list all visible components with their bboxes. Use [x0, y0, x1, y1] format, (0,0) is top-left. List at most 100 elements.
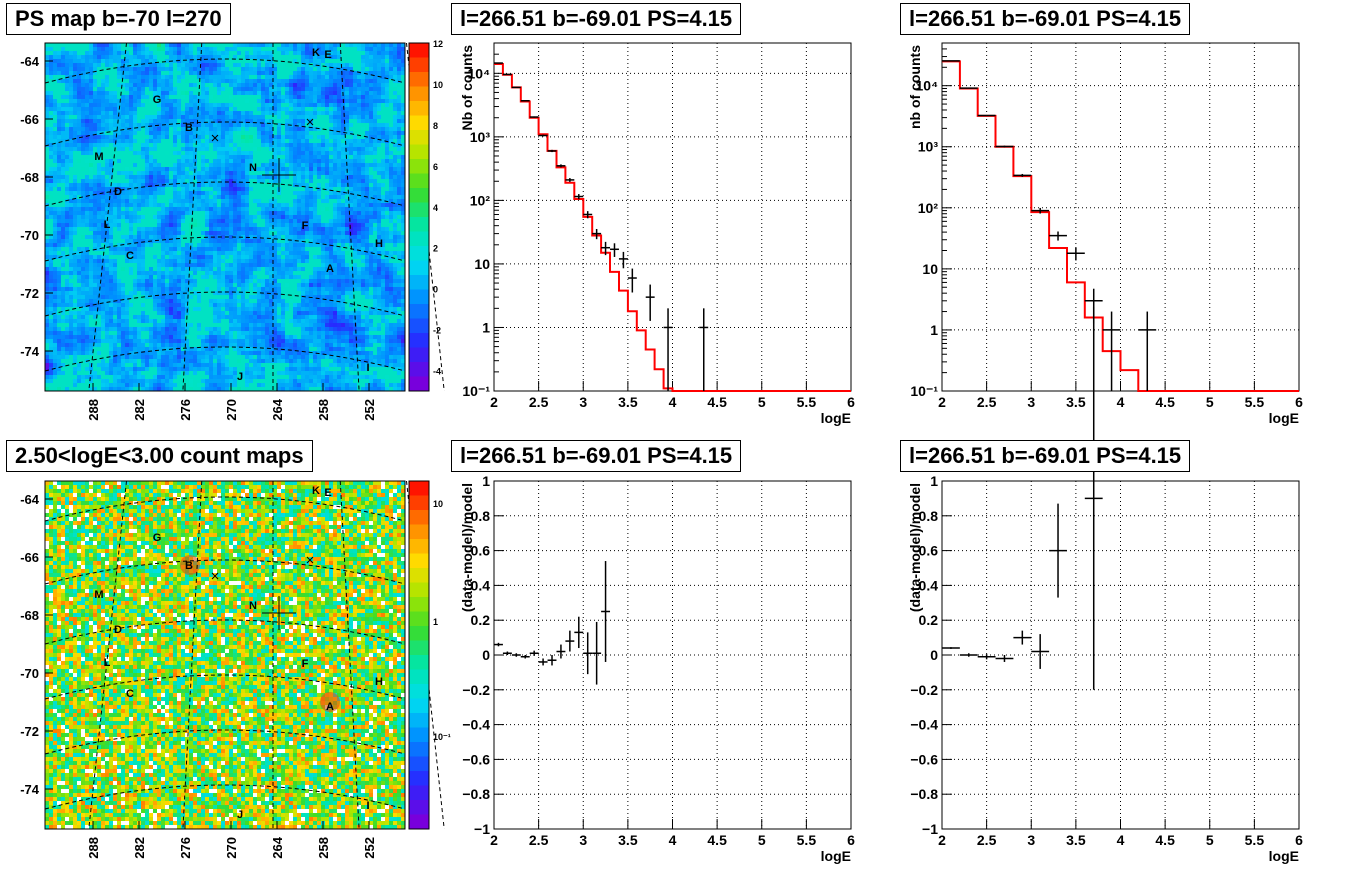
map-pixel	[329, 119, 334, 124]
map-pixel	[81, 167, 86, 172]
map-pixel	[45, 115, 50, 120]
map-pixel	[145, 223, 150, 228]
map-pixel	[281, 147, 286, 152]
map-pixel	[401, 223, 406, 228]
map-pixel	[361, 115, 366, 120]
map-pixel	[197, 43, 202, 48]
map-pixel	[301, 75, 306, 80]
map-pixel	[173, 55, 178, 60]
map-pixel	[397, 123, 402, 128]
map-pixel	[49, 115, 54, 120]
map-pixel	[149, 235, 154, 240]
map-pixel	[233, 115, 238, 120]
map-pixel	[97, 251, 102, 256]
map-pixel	[237, 71, 242, 76]
map-pixel	[293, 259, 298, 264]
map-pixel	[117, 59, 122, 64]
map-pixel	[277, 99, 282, 104]
map-pixel	[229, 115, 234, 120]
map-pixel	[401, 119, 406, 124]
map-pixel	[269, 171, 274, 176]
map-pixel	[93, 207, 98, 212]
map-pixel	[401, 211, 406, 216]
map-pixel	[193, 55, 198, 60]
map-pixel	[85, 227, 90, 232]
map-pixel	[277, 123, 282, 128]
map-pixel	[141, 143, 146, 148]
map-pixel	[281, 183, 286, 188]
map-pixel	[329, 143, 334, 148]
map-pixel	[333, 95, 338, 100]
map-pixel	[209, 211, 214, 216]
map-pixel	[193, 119, 198, 124]
map-pixel	[97, 207, 102, 212]
map-pixel	[329, 107, 334, 112]
map-pixel	[181, 139, 186, 144]
map-pixel	[217, 43, 222, 48]
map-pixel	[369, 47, 374, 52]
map-pixel	[153, 239, 158, 244]
map-pixel	[245, 151, 250, 156]
map-pixel	[189, 251, 194, 256]
map-pixel	[169, 243, 174, 248]
map-pixel	[97, 195, 102, 200]
map-pixel	[349, 87, 354, 92]
map-pixel	[149, 203, 154, 208]
map-pixel	[69, 159, 74, 164]
map-pixel	[353, 67, 358, 72]
map-pixel	[173, 59, 178, 64]
map-pixel	[85, 91, 90, 96]
map-pixel	[257, 107, 262, 112]
map-pixel	[121, 247, 126, 252]
map-pixel	[237, 87, 242, 92]
map-pixel	[69, 223, 74, 228]
map-pixel	[389, 251, 394, 256]
map-pixel	[397, 187, 402, 192]
map-pixel	[61, 107, 66, 112]
map-pixel	[393, 135, 398, 140]
map-pixel	[209, 263, 214, 268]
map-pixel	[325, 183, 330, 188]
map-pixel	[341, 159, 346, 164]
map-pixel	[305, 223, 310, 228]
map-pixel	[197, 151, 202, 156]
map-pixel	[185, 71, 190, 76]
map-pixel	[401, 147, 406, 152]
map-pixel	[53, 131, 58, 136]
map-pixel	[353, 75, 358, 80]
map-pixel	[161, 167, 166, 172]
map-pixel	[109, 251, 114, 256]
map-pixel	[105, 187, 110, 192]
map-pixel	[321, 87, 326, 92]
map-pixel	[221, 203, 226, 208]
map-pixel	[129, 167, 134, 172]
map-pixel	[97, 259, 102, 264]
map-pixel	[125, 199, 130, 204]
map-pixel	[369, 231, 374, 236]
map-pixel	[177, 151, 182, 156]
map-pixel	[101, 127, 106, 132]
map-pixel	[65, 115, 70, 120]
map-pixel	[125, 183, 130, 188]
map-pixel	[397, 91, 402, 96]
map-pixel	[233, 231, 238, 236]
map-pixel	[241, 119, 246, 124]
map-pixel	[249, 255, 254, 260]
map-pixel	[401, 51, 406, 56]
map-pixel	[401, 175, 406, 180]
map-pixel	[229, 79, 234, 84]
map-pixel	[345, 63, 350, 68]
map-pixel	[105, 107, 110, 112]
map-pixel	[393, 215, 398, 220]
map-pixel	[49, 155, 54, 160]
map-pixel	[109, 199, 114, 204]
map-pixel	[321, 179, 326, 184]
map-pixel	[177, 95, 182, 100]
map-pixel	[109, 87, 114, 92]
map-pixel	[277, 151, 282, 156]
map-pixel	[61, 155, 66, 160]
map-pixel	[117, 115, 122, 120]
map-pixel	[365, 223, 370, 228]
map-pixel	[249, 59, 254, 64]
map-pixel	[369, 155, 374, 160]
